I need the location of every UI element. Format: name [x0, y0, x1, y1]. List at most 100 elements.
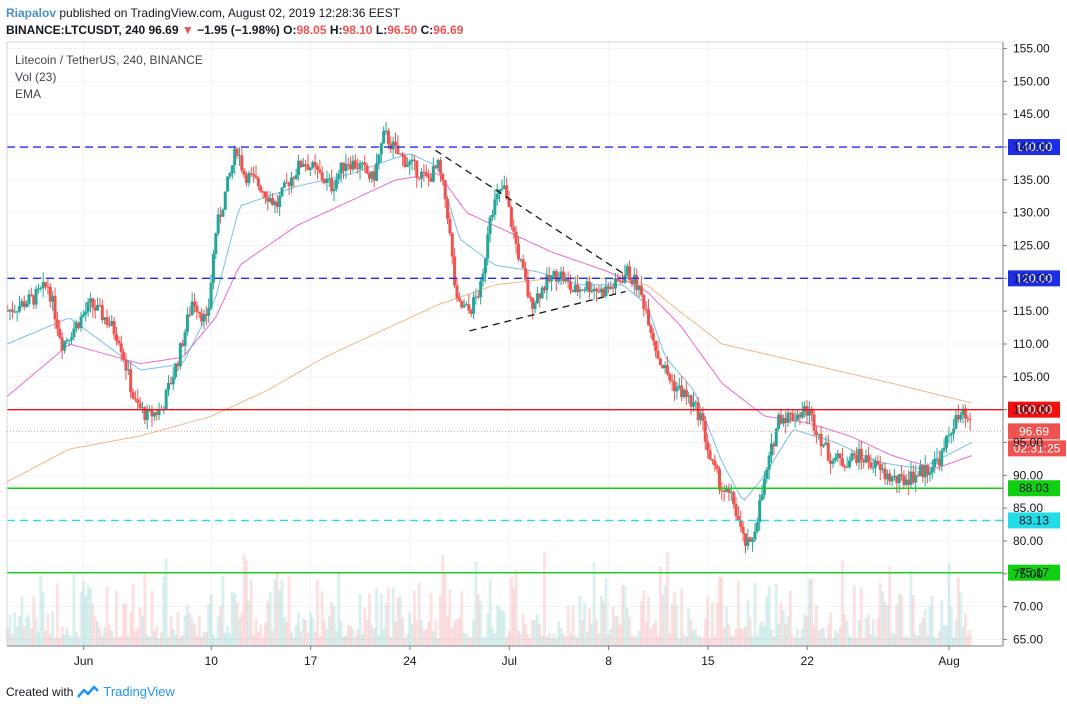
- volume-bar: [810, 578, 814, 646]
- volume-bar: [791, 635, 795, 646]
- candle-body: [736, 515, 740, 521]
- volume-bar: [103, 626, 107, 646]
- candle-body: [391, 141, 395, 150]
- y-tick-label: 100.00: [1013, 403, 1050, 417]
- volume-bar: [358, 593, 362, 646]
- volume-bars: [6, 551, 972, 646]
- candle-body: [25, 303, 29, 307]
- volume-bar: [722, 627, 726, 646]
- candle-body: [758, 500, 762, 523]
- candle-body: [382, 130, 386, 144]
- volume-bar: [793, 637, 797, 646]
- candle-body: [114, 334, 118, 341]
- candle-body: [107, 324, 111, 326]
- candle-body: [112, 321, 116, 335]
- volume-bar: [959, 592, 963, 646]
- candle-body: [628, 266, 632, 281]
- axes: 155.00 150.00 145.00 140.00 135.00 130.00 125.…: [6, 41, 1050, 668]
- volume-bar: [450, 627, 454, 646]
- published-text: published on TradingView.com, August 02,…: [59, 6, 401, 20]
- author-link[interactable]: Riapalov: [6, 6, 57, 20]
- candle-body: [145, 409, 149, 421]
- volume-bar: [668, 633, 672, 646]
- candle-body: [211, 253, 215, 283]
- candle-body: [509, 206, 513, 227]
- volume-bar: [890, 632, 894, 646]
- candle-body: [760, 494, 764, 501]
- candle-body: [569, 281, 573, 290]
- volume-indicator-label[interactable]: Vol (23): [15, 70, 57, 84]
- price-change: −1.95 (−1.98%): [197, 23, 280, 37]
- candle-body: [855, 455, 859, 463]
- candle-body: [275, 201, 279, 207]
- candle-body: [784, 417, 788, 423]
- candle-body: [937, 458, 941, 466]
- candle-body: [207, 308, 211, 316]
- volume-bar: [247, 600, 251, 646]
- candle-body: [850, 453, 854, 461]
- candle-body: [299, 160, 303, 168]
- volume-bar: [632, 636, 636, 646]
- candle-body: [185, 314, 189, 332]
- tradingview-brand[interactable]: TradingView: [103, 684, 175, 699]
- volume-bar: [602, 601, 606, 646]
- candle-body: [429, 177, 433, 182]
- volume-bar: [647, 596, 651, 646]
- volume-bar: [427, 621, 431, 646]
- volume-bar: [131, 583, 135, 646]
- candle-body: [467, 304, 471, 311]
- candle-body: [98, 304, 102, 306]
- candle-body: [677, 385, 681, 388]
- candle-body: [479, 281, 483, 298]
- volume-bar: [472, 620, 476, 646]
- volume-bar: [961, 626, 965, 646]
- candle-body: [62, 341, 66, 351]
- volume-bar: [569, 634, 573, 646]
- volume-bar: [665, 551, 669, 646]
- candle-body: [396, 145, 400, 155]
- candle-body: [462, 305, 466, 308]
- volume-bar: [774, 583, 778, 646]
- volume-bar: [928, 606, 932, 646]
- candle-body: [547, 275, 551, 282]
- volume-bar: [720, 577, 724, 646]
- volume-bar: [360, 634, 364, 646]
- volume-bar: [8, 614, 12, 646]
- volume-bar: [762, 625, 766, 646]
- volume-bar: [15, 626, 19, 646]
- volume-bar: [654, 620, 658, 646]
- volume-bar: [900, 594, 904, 646]
- candle-body: [769, 443, 773, 456]
- candle-body: [41, 282, 45, 288]
- candle-body: [647, 309, 651, 326]
- y-tick-label: 120.00: [1013, 271, 1050, 285]
- candle-body: [883, 468, 887, 480]
- volume-bar: [422, 629, 426, 646]
- volume-bar: [606, 634, 610, 646]
- volume-bar: [254, 618, 258, 646]
- volume-bar: [933, 636, 937, 646]
- volume-bar: [878, 582, 882, 646]
- candle-body: [10, 309, 14, 312]
- volume-bar: [538, 623, 542, 646]
- candle-body: [46, 286, 50, 288]
- volume-bar: [65, 627, 69, 646]
- level-label-box: [1008, 564, 1060, 581]
- candle-body: [311, 162, 315, 168]
- ema-indicator-label[interactable]: EMA: [15, 87, 42, 101]
- volume-bar: [687, 608, 691, 646]
- low-label: L:: [375, 23, 388, 37]
- volume-bar: [341, 636, 345, 646]
- volume-bar: [937, 630, 941, 646]
- volume-bar: [202, 631, 206, 646]
- candle-body: [774, 428, 778, 447]
- volume-bar: [866, 614, 870, 646]
- volume-bar: [486, 613, 490, 646]
- volume-bar: [748, 616, 752, 646]
- candle-body: [890, 476, 894, 482]
- candle-body: [502, 185, 506, 189]
- volume-bar: [126, 636, 130, 646]
- volume-bar: [200, 637, 204, 646]
- candle-body: [866, 455, 870, 463]
